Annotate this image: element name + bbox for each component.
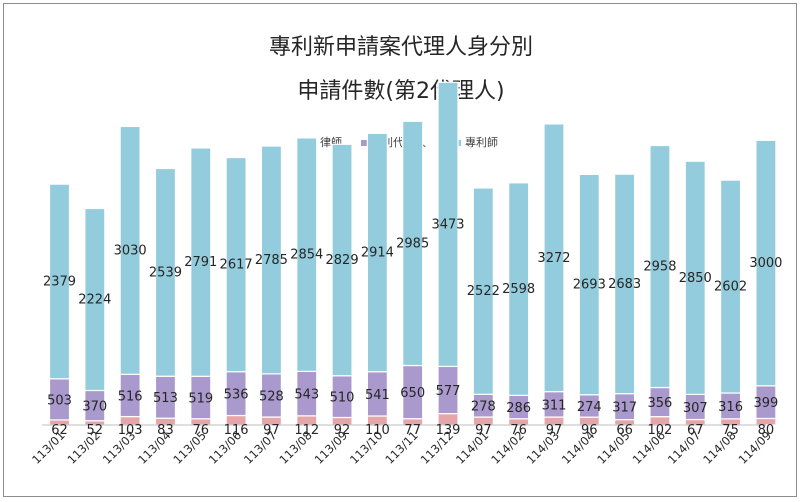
label-patent-agent-19: 307 (683, 401, 708, 416)
label-patent-agent-14: 286 (506, 401, 531, 416)
x-tick-label-15: 114/03 (524, 428, 563, 467)
label-patent-agent-1: 503 (47, 393, 72, 408)
label-patent-agent-11: 650 (400, 386, 425, 401)
label-patent-agent-20: 316 (718, 400, 743, 415)
label-patent-agent-18: 356 (648, 396, 673, 411)
label-patent-attorney-9: 2829 (326, 253, 359, 268)
label-patent-attorney-14: 2598 (502, 282, 535, 297)
x-tick-label-1: 113/01 (29, 428, 68, 467)
label-patent-agent-17: 317 (612, 401, 637, 416)
label-patent-agent-6: 536 (224, 388, 249, 403)
label-patent-agent-3: 516 (118, 389, 143, 404)
label-patent-agent-7: 528 (259, 389, 284, 404)
x-tick-label-21: 114/09 (736, 428, 775, 467)
label-patent-attorney-15: 3272 (537, 251, 570, 266)
legend-label-3: 專利師 (465, 136, 498, 149)
label-patent-agent-4: 513 (153, 391, 178, 406)
label-patent-agent-15: 311 (542, 398, 567, 413)
label-patent-attorney-7: 2785 (255, 253, 288, 268)
label-patent-attorney-16: 2693 (573, 278, 606, 293)
label-patent-agent-9: 510 (330, 391, 355, 406)
label-patent-attorney-6: 2617 (220, 258, 253, 273)
label-patent-attorney-20: 2602 (714, 280, 747, 295)
label-patent-agent-5: 519 (188, 392, 213, 407)
label-patent-agent-2: 370 (82, 400, 107, 415)
label-patent-agent-12: 577 (436, 384, 461, 399)
label-patent-agent-8: 543 (294, 388, 319, 403)
x-tick-label-20: 114/08 (700, 428, 739, 467)
legend-swatch-2 (361, 140, 367, 146)
label-patent-agent-21: 399 (753, 396, 778, 411)
label-patent-attorney-18: 2958 (643, 260, 676, 275)
chart-subtitle: 申請件數(第2代理人) (297, 79, 504, 104)
label-patent-attorney-2: 2224 (78, 292, 111, 307)
x-tick-label-2: 113/02 (64, 428, 103, 467)
label-patent-attorney-4: 2539 (149, 265, 182, 280)
label-patent-attorney-5: 2791 (184, 255, 217, 270)
chart-frame: 專利新申請案代理人身分別 申請件數(第2代理人) 律師專利代理人專利師 6250… (3, 3, 797, 497)
x-tick-label-5: 113/05 (170, 428, 209, 467)
label-patent-attorney-19: 2850 (679, 271, 712, 286)
label-patent-agent-13: 278 (471, 400, 496, 415)
label-patent-attorney-13: 2522 (467, 284, 500, 299)
label-patent-attorney-21: 3000 (749, 256, 782, 271)
label-patent-agent-10: 541 (365, 388, 390, 403)
label-patent-attorney-8: 2854 (290, 248, 323, 263)
label-patent-attorney-1: 2379 (43, 274, 76, 289)
label-patent-attorney-17: 2683 (608, 277, 641, 292)
chart-title: 專利新申請案代理人身分別 (269, 35, 533, 60)
label-patent-attorney-11: 2985 (396, 236, 429, 251)
x-tick-label-17: 114/05 (594, 428, 633, 467)
label-patent-agent-16: 274 (577, 400, 602, 415)
x-tick-label-14: 114/02 (488, 428, 527, 467)
label-patent-attorney-3: 3030 (114, 243, 147, 258)
chart-canvas: 專利新申請案代理人身分別 申請件數(第2代理人) 律師專利代理人專利師 6250… (4, 4, 798, 498)
bar-area (50, 82, 776, 425)
x-tick-label-16: 114/04 (559, 428, 598, 467)
label-patent-attorney-12: 3473 (431, 217, 464, 232)
label-patent-attorney-10: 2914 (361, 246, 394, 261)
